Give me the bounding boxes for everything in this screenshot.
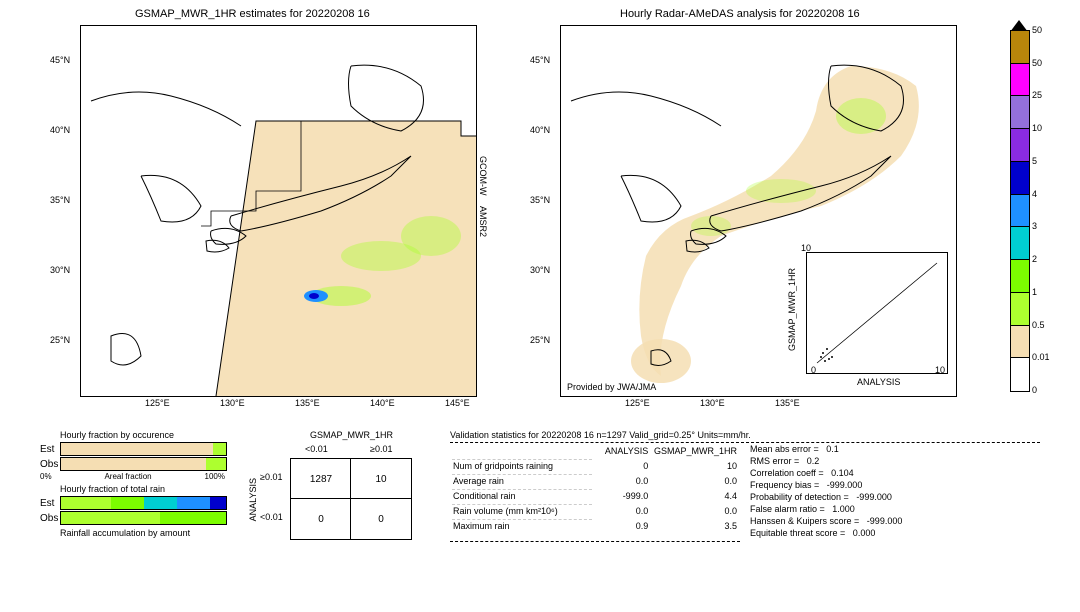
inset-xtick: 0 (811, 365, 816, 375)
validation-stats: Validation statistics for 20220208 16 n=… (450, 430, 1040, 542)
lat-tick: 35°N (50, 195, 70, 205)
obs-label: Obs (40, 459, 60, 470)
bar-title-2: Hourly fraction of total rain (60, 484, 260, 494)
lon-tick: 135°E (775, 398, 800, 408)
ct-row2: <0.01 (260, 512, 283, 522)
lat-tick: 40°N (530, 125, 550, 135)
inset-xlabel: ANALYSIS (857, 377, 900, 387)
inset-ytick: 10 (801, 243, 811, 253)
lon-tick: 140°E (370, 398, 395, 408)
lat-tick: 35°N (530, 195, 550, 205)
left-map-svg (81, 26, 476, 396)
ct-cell: 0 (350, 498, 412, 540)
lat-tick: 30°N (50, 265, 70, 275)
lon-tick: 125°E (145, 398, 170, 408)
est-label: Est (40, 498, 60, 509)
ct-cell: 1287 (290, 458, 352, 500)
lat-tick: 45°N (530, 55, 550, 65)
bar-title-3: Rainfall accumulation by amount (60, 528, 260, 538)
lon-tick: 135°E (295, 398, 320, 408)
col-analysis: ANALYSIS (594, 445, 650, 457)
occurrence-bars: Hourly fraction by occurence Est Obs 0% … (40, 430, 240, 538)
satellite-label-2: AMSR2 (478, 206, 488, 237)
left-map: GCOM-W AMSR2 (80, 25, 477, 397)
lon-tick: 130°E (700, 398, 725, 408)
ct-header: GSMAP_MWR_1HR (310, 430, 393, 440)
inset-ylabel: GSMAP_MWR_1HR (787, 268, 797, 351)
lat-tick: 30°N (530, 265, 550, 275)
lat-tick: 45°N (50, 55, 70, 65)
obs-bar (60, 457, 227, 471)
obs-rain-bar (60, 511, 227, 525)
ct-row-header: ANALYSIS (248, 478, 258, 521)
axis-0: 0% (40, 472, 52, 481)
satellite-label-1: GCOM-W (478, 156, 488, 196)
colorbar: 502510543210.50.01050 (1010, 25, 1060, 395)
inset-xtick: 10 (935, 365, 945, 375)
obs-label: Obs (40, 513, 60, 524)
est-rain-bar (60, 496, 227, 510)
inset-scatter: ANALYSIS GSMAP_MWR_1HR 10 10 0 (806, 252, 948, 374)
bar-title-1: Hourly fraction by occurence (60, 430, 260, 440)
axis-100: 100% (205, 472, 225, 481)
est-label: Est (40, 444, 60, 455)
lon-tick: 145°E (445, 398, 470, 408)
ct-col1: <0.01 (305, 444, 328, 454)
lon-tick: 125°E (625, 398, 650, 408)
lat-tick: 25°N (50, 335, 70, 345)
lon-tick: 130°E (220, 398, 245, 408)
lat-tick: 40°N (50, 125, 70, 135)
right-map-title: Hourly Radar-AMeDAS analysis for 2022020… (620, 8, 860, 20)
validation-header: Validation statistics for 20220208 16 n=… (450, 430, 1040, 443)
axis-mid: Areal fraction (104, 472, 151, 481)
ct-cell: 0 (290, 498, 352, 540)
left-map-title: GSMAP_MWR_1HR estimates for 20220208 16 (135, 8, 370, 20)
ct-col2: ≥0.01 (370, 444, 392, 454)
ct-cell: 10 (350, 458, 412, 500)
lat-tick: 25°N (530, 335, 550, 345)
col-gsmap: GSMAP_MWR_1HR (651, 445, 738, 457)
est-bar (60, 442, 227, 456)
right-map: ANALYSIS GSMAP_MWR_1HR 10 10 0 Provided … (560, 25, 957, 397)
ct-row1: ≥0.01 (260, 472, 282, 482)
provider-label: Provided by JWA/JMA (567, 382, 656, 392)
